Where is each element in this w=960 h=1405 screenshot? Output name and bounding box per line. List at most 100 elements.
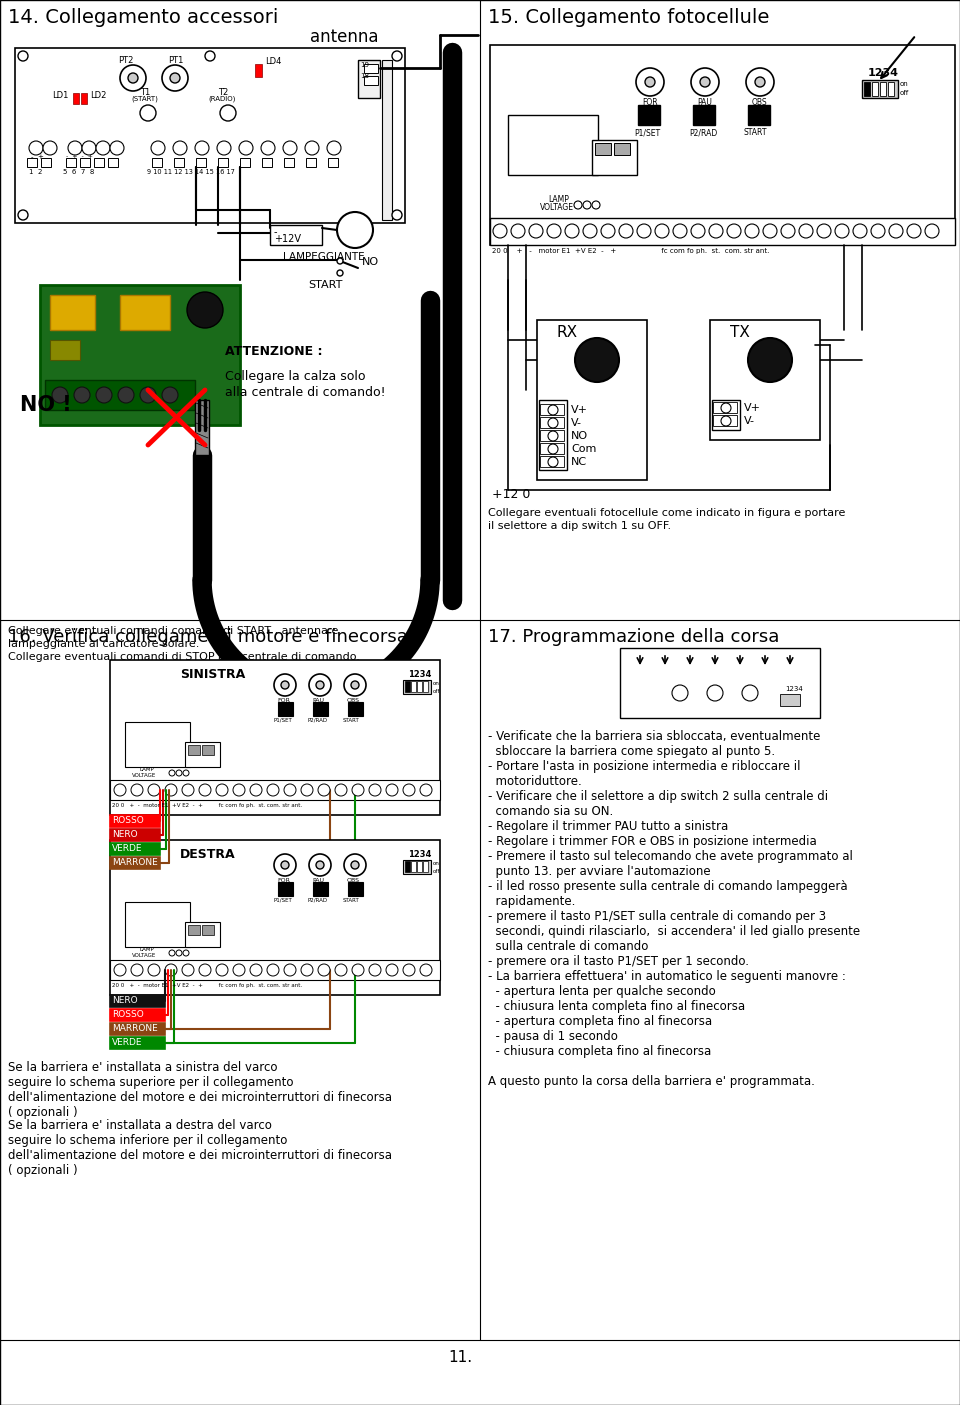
Bar <box>405 681 410 693</box>
Bar <box>358 60 380 98</box>
Bar <box>417 861 422 873</box>
Text: Se la barriera e' installata a destra del varco
seguire lo schema inferiore per : Se la barriera e' installata a destra de… <box>8 1118 392 1177</box>
Bar <box>110 815 160 828</box>
Circle shape <box>169 770 175 776</box>
Circle shape <box>721 403 731 413</box>
Bar <box>66 157 76 167</box>
Circle shape <box>233 964 245 976</box>
Text: FOR: FOR <box>642 98 658 107</box>
Text: LD2: LD2 <box>90 91 107 100</box>
Circle shape <box>250 784 262 797</box>
Bar <box>110 780 440 799</box>
Bar <box>108 157 118 167</box>
Text: 9 10 11 12 13 14 15 16 17: 9 10 11 12 13 14 15 16 17 <box>147 169 235 176</box>
Circle shape <box>74 386 90 403</box>
Circle shape <box>637 223 651 237</box>
Circle shape <box>261 140 275 155</box>
Circle shape <box>337 212 373 249</box>
Text: TX: TX <box>730 325 750 340</box>
Text: START: START <box>343 718 360 724</box>
Circle shape <box>337 270 343 275</box>
Bar <box>595 143 611 155</box>
Bar <box>411 861 416 873</box>
Text: ATTENZIONE :: ATTENZIONE : <box>225 346 323 358</box>
Text: LD1: LD1 <box>52 91 68 100</box>
Text: V-: V- <box>571 419 582 429</box>
Text: P2/RAD: P2/RAD <box>308 898 328 903</box>
Circle shape <box>118 386 134 403</box>
Circle shape <box>742 686 758 701</box>
Circle shape <box>267 964 279 976</box>
Text: Collegare eventuali fotocellule come indicato in figura e portare: Collegare eventuali fotocellule come ind… <box>488 509 846 518</box>
Circle shape <box>529 223 543 237</box>
Circle shape <box>352 964 364 976</box>
Circle shape <box>565 223 579 237</box>
Text: PAU: PAU <box>312 878 324 882</box>
Circle shape <box>420 964 432 976</box>
Text: 15. Collegamento fotocellule: 15. Collegamento fotocellule <box>488 8 769 27</box>
Circle shape <box>301 964 313 976</box>
Circle shape <box>148 964 160 976</box>
Circle shape <box>709 223 723 237</box>
Bar <box>364 65 378 73</box>
Circle shape <box>386 784 398 797</box>
Bar <box>638 105 660 125</box>
Circle shape <box>351 861 359 870</box>
Bar <box>328 157 338 167</box>
Text: START: START <box>308 280 343 289</box>
Bar <box>110 829 160 842</box>
Bar <box>188 924 200 934</box>
Circle shape <box>131 784 143 797</box>
Circle shape <box>217 140 231 155</box>
Circle shape <box>369 964 381 976</box>
Circle shape <box>707 686 723 701</box>
Bar <box>540 430 564 441</box>
Bar <box>218 157 228 167</box>
Text: OBS: OBS <box>347 878 360 882</box>
Circle shape <box>220 105 236 121</box>
Bar <box>364 76 378 84</box>
Bar <box>872 81 878 96</box>
Text: MARRONE: MARRONE <box>112 1024 157 1033</box>
Bar <box>880 81 886 96</box>
Circle shape <box>548 431 558 441</box>
Text: VOLTAGE: VOLTAGE <box>132 773 156 778</box>
Text: Se la barriera e' installata a sinistra del varco
seguire lo schema superiore pe: Se la barriera e' installata a sinistra … <box>8 1061 392 1118</box>
Circle shape <box>281 681 289 688</box>
Text: FOR: FOR <box>277 698 290 702</box>
Circle shape <box>344 674 366 695</box>
Circle shape <box>691 223 705 237</box>
Bar <box>255 65 262 77</box>
Circle shape <box>162 65 188 91</box>
Bar <box>540 417 564 429</box>
Bar <box>423 681 428 693</box>
Bar <box>262 157 272 167</box>
Circle shape <box>403 964 415 976</box>
Bar <box>405 861 410 873</box>
Bar <box>614 143 630 155</box>
Circle shape <box>511 223 525 237</box>
Text: Collegare eventuali comandi comandi di START , antenna e: Collegare eventuali comandi comandi di S… <box>8 627 338 636</box>
Circle shape <box>169 950 175 955</box>
Text: Com: Com <box>571 444 596 454</box>
Bar <box>862 80 898 98</box>
Text: 19: 19 <box>360 62 369 67</box>
Text: LAMP: LAMP <box>140 947 155 953</box>
Circle shape <box>574 201 582 209</box>
Circle shape <box>183 770 189 776</box>
Bar <box>110 995 165 1007</box>
Circle shape <box>369 784 381 797</box>
Bar <box>712 400 740 430</box>
Circle shape <box>316 861 324 870</box>
Circle shape <box>301 784 313 797</box>
Text: P1/SET: P1/SET <box>273 898 292 903</box>
Bar <box>240 157 250 167</box>
Bar <box>748 105 770 125</box>
Bar <box>540 457 564 466</box>
Text: SINISTRA: SINISTRA <box>180 667 245 681</box>
Text: NERO: NERO <box>112 830 137 839</box>
Bar <box>188 745 200 754</box>
Circle shape <box>727 223 741 237</box>
Text: il selettore a dip switch 1 su OFF.: il selettore a dip switch 1 su OFF. <box>488 521 671 531</box>
Text: (START): (START) <box>131 96 157 101</box>
